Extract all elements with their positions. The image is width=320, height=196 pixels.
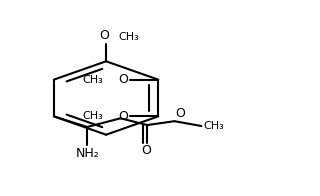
Text: O: O (175, 107, 185, 120)
Text: O: O (100, 29, 109, 42)
Text: O: O (141, 144, 151, 157)
Text: CH₃: CH₃ (119, 32, 140, 42)
Text: NH₂: NH₂ (75, 147, 99, 160)
Text: CH₃: CH₃ (82, 75, 103, 85)
Text: CH₃: CH₃ (203, 121, 224, 131)
Text: O: O (118, 73, 128, 86)
Text: CH₃: CH₃ (82, 111, 103, 121)
Text: O: O (118, 110, 128, 123)
